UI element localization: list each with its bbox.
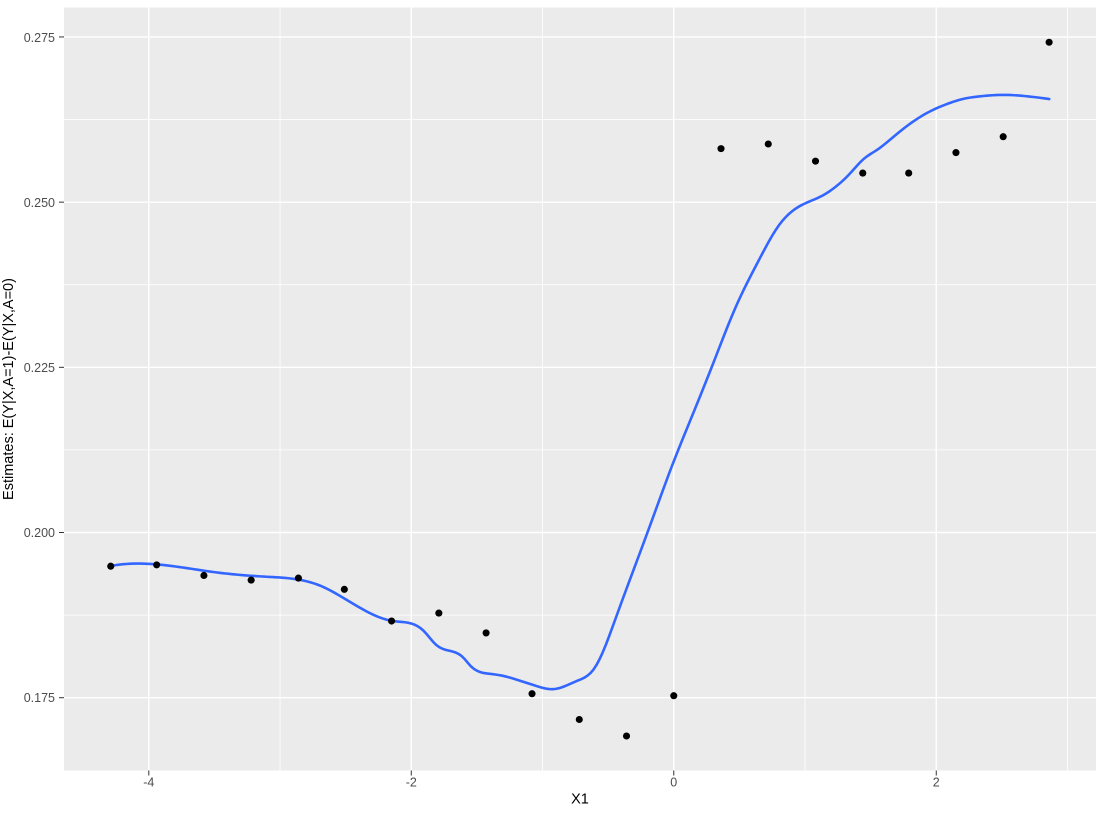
svg-text:0.275: 0.275: [24, 31, 55, 45]
svg-text:X1: X1: [571, 792, 589, 808]
svg-text:-2: -2: [406, 776, 417, 790]
svg-text:0.175: 0.175: [24, 691, 55, 705]
svg-text:2: 2: [933, 776, 940, 790]
svg-text:0.200: 0.200: [24, 526, 55, 540]
svg-text:0.250: 0.250: [24, 196, 55, 210]
svg-text:0: 0: [670, 776, 677, 790]
svg-text:-4: -4: [143, 776, 154, 790]
svg-text:0.225: 0.225: [24, 361, 55, 375]
svg-text:Estimates: E(Y|X,A=1)-E(Y|X,A=: Estimates: E(Y|X,A=1)-E(Y|X,A=0): [1, 278, 17, 500]
